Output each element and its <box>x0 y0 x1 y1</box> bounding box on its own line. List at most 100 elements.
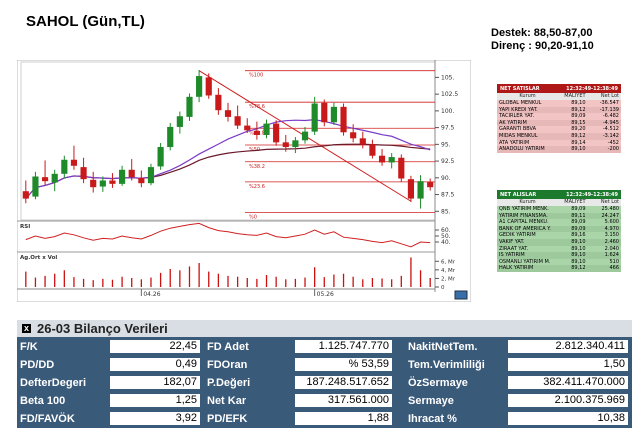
net-purchases-title: NET ALISLAR <box>500 191 537 198</box>
candle-body <box>273 123 280 143</box>
candle-body <box>378 155 386 163</box>
buy_table-row: IS YATIRIM 89,10 1.624 <box>497 252 621 259</box>
metric-label: F/K <box>20 341 38 353</box>
sell_table-row: GLOBAL MENKUL 89,10 -36.547 <box>497 100 621 107</box>
net-sales-table: NET SATISLAR 12:32:49-12:38:49 Kurum MAL… <box>497 84 621 153</box>
column-header-kurum: Kurum <box>519 199 536 205</box>
average-cost: 89,10 <box>571 252 586 259</box>
sell_table-row: AK YATIRIM 89,15 -4.945 <box>497 119 621 127</box>
broker-name: MIDAS MENKUL <box>499 132 538 139</box>
candle-body <box>32 176 39 197</box>
candle-body <box>253 130 260 135</box>
sell_table-row: TACIRLER YAT. 89,09 -6.482 <box>497 113 621 120</box>
broker-name: GARANTI BBVA <box>499 126 537 133</box>
metric-label: PD/EFK <box>207 413 248 425</box>
metric-label: P.Değeri <box>207 377 251 389</box>
metric-label: FDOran <box>207 359 248 371</box>
broker-name: ZIRAAT YAT. <box>499 245 529 252</box>
broker-name: A1 CAPITAL MENKU. <box>499 219 549 226</box>
net-lot: -6.482 <box>602 113 619 120</box>
metric-label: Tem.Verimliliği <box>408 359 485 371</box>
net-lot: -200 <box>607 146 619 153</box>
broker-name: IS YATIRIM <box>499 252 525 259</box>
net-purchases-time: 12:32:49-12:38:49 <box>566 191 618 198</box>
average-cost: 89,10 <box>571 100 586 106</box>
support-resistance: Destek: 88,50-87,00 Direnç : 90,20-91,10 <box>491 27 594 53</box>
buy_table-row: BANK OF AMERICA Y. 89,09 4.970 <box>497 225 621 233</box>
price-chart[interactable]: %100%78.6%61.8%50%38.2%23.6%0105.102.510… <box>17 60 471 302</box>
candle-body <box>311 103 318 132</box>
metric-label: FD/FAVÖK <box>20 413 75 425</box>
metric-value: % 53,59 <box>295 358 392 371</box>
net-lot: -36.547 <box>599 100 619 106</box>
net-sales-title: NET SATISLAR <box>500 85 540 92</box>
average-cost: 89,09 <box>571 225 586 232</box>
sell_table-row: ANADOLU YATIRIM 89,10 -200 <box>497 146 621 153</box>
candle-body <box>196 76 203 97</box>
column-header-net-lot: Net Lot <box>600 93 619 99</box>
candle-body <box>70 159 78 166</box>
metric-label: Net Kar <box>207 395 247 407</box>
metric-value: 0,49 <box>110 358 200 371</box>
candle-body <box>350 132 357 139</box>
candle-body <box>330 106 337 123</box>
net-lot: 24.247 <box>601 212 620 219</box>
candle-body <box>176 116 183 127</box>
broker-name: OSMANLI YATIRIM M. <box>499 258 551 265</box>
rsi-line <box>25 222 431 248</box>
fib-label: %0 <box>249 215 257 221</box>
candle-body <box>138 177 145 184</box>
volume-tick-label: 2, Mr <box>441 276 456 282</box>
metric-value: 10,38 <box>508 412 628 425</box>
rsi-tick-label: 40. <box>441 239 451 246</box>
rsi-tick-label: 50. <box>441 233 451 240</box>
broker-name: QNB YATIRIM MENK. <box>499 206 549 212</box>
candle-body <box>369 144 376 156</box>
net-lot: -4.945 <box>602 119 619 126</box>
average-cost: 89,10 <box>571 146 586 153</box>
balance-sheet-panel: x 26-03 Bilanço Verileri F/K 22,45 FD Adet… <box>17 320 632 428</box>
average-cost: 89,14 <box>571 139 586 146</box>
average-cost: 89,15 <box>571 119 586 126</box>
net-purchases-column-headers: Kurum MALIYET Net Lot <box>497 199 621 206</box>
candle-body <box>234 116 241 126</box>
metric-label: NakitNetTem. <box>408 341 478 353</box>
net-lot: 2.460 <box>604 238 619 245</box>
average-cost: 89,10 <box>571 238 586 245</box>
rsi-tick-label: 60. <box>441 227 451 234</box>
sell_table-row: MIDAS MENKUL 89,12 -3.142 <box>497 132 621 140</box>
metric-value: 3,92 <box>110 412 200 425</box>
price-tick-label: 95. <box>441 141 451 148</box>
sell_table-row: YAPI KREDI YAT. 89,12 -17.139 <box>497 106 621 114</box>
broker-name: TACIRLER YAT. <box>499 113 535 120</box>
metric-value: 22,45 <box>110 340 200 353</box>
metric-value: 187.248.517.652 <box>295 376 392 389</box>
candle-body <box>157 147 164 167</box>
average-cost: 89,09 <box>571 206 586 212</box>
net-purchases-header: NET ALISLAR 12:32:49-12:38:49 <box>497 190 621 199</box>
candle-body <box>224 110 232 117</box>
candle-body <box>119 169 126 184</box>
volume-tick-label: 6, Mr <box>441 259 456 265</box>
net-lot: -452 <box>607 139 619 146</box>
metric-value: 1,25 <box>110 394 200 407</box>
buy_table-row: GEDIK YATIRIM 89,16 3.150 <box>497 232 621 239</box>
candle-body <box>41 177 49 182</box>
buy_table-row: QNB YATIRIM MENK. 89,09 25.480 <box>497 206 621 213</box>
zoom-icon <box>454 290 468 300</box>
fib-label: %100 <box>249 73 263 79</box>
metric-label: Sermaye <box>408 395 454 407</box>
close-icon[interactable]: x <box>22 323 31 333</box>
candle-body <box>147 167 155 184</box>
average-cost: 89,09 <box>571 219 586 226</box>
average-cost: 89,12 <box>571 265 586 272</box>
buy_table-row: ZIRAAT YAT. 89,10 2.040 <box>497 245 621 253</box>
candle-body <box>205 77 212 96</box>
metric-value: 2.812.340.411 <box>508 340 628 353</box>
fib-label: %23.6 <box>249 184 265 190</box>
candle-body <box>61 159 68 174</box>
metric-value: 1.125.747.770 <box>295 340 392 353</box>
candle-body <box>51 173 58 183</box>
broker-name: HALK YATIRIM <box>499 265 534 272</box>
volume-label: Ag.Ort x Vol <box>20 255 57 261</box>
